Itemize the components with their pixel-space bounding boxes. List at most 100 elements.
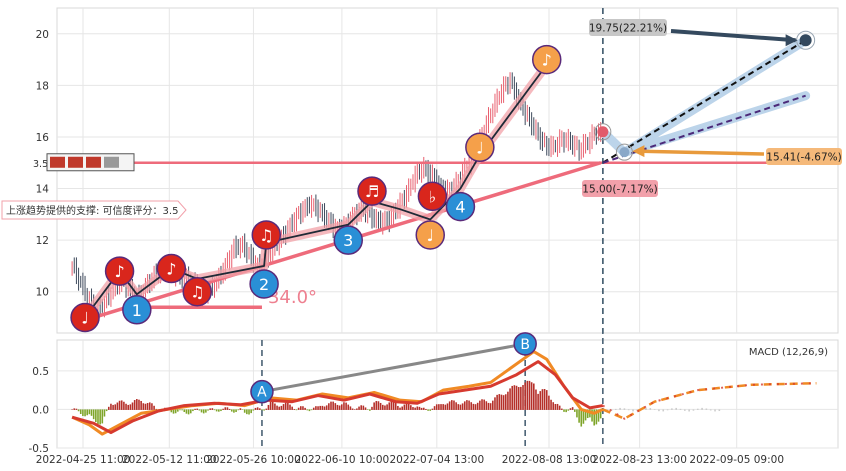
note-marker [156,253,187,284]
macd-bar [517,387,520,410]
macd-bar [593,409,596,426]
macd-bar [276,405,278,410]
macd-bar [444,404,447,410]
macd-bar [558,405,561,410]
macd-bar [317,406,319,410]
macd-bar [198,409,201,411]
macd-bar [474,404,477,410]
macd-bar [586,409,589,419]
macd-bar [420,407,423,410]
macd-bar [487,402,490,410]
macd-bar [599,409,602,419]
macd-bar [271,401,274,410]
x-tick-label: 2022-05-12 11:00 [122,454,217,466]
macd-bar-proj [614,408,617,410]
divergence-label: A [257,385,267,401]
target-up-box [589,19,667,36]
macd-bar [304,407,306,410]
note-glyph: ♬ [365,182,379,201]
macd-bar [246,409,248,415]
macd-bar [507,391,509,410]
macd-bar [561,408,563,410]
macd-bar [500,394,503,410]
macd-bar [140,400,142,410]
macd-bar [448,401,451,410]
note-marker [417,181,448,212]
macd-bar-proj [658,409,660,412]
macd-bar [481,399,483,410]
macd-bar [435,404,438,410]
macd-bar [416,406,419,410]
macd-bar [86,409,89,416]
macd-bar [535,389,537,410]
target-up-label: 19.75(22.21%) [589,23,667,35]
macd-bar [71,409,73,410]
macd-bar [153,405,155,410]
support-tag-label: 上涨趋势提供的支撑: 可信度评分：3.5 [6,204,178,217]
macd-bar-proj [692,409,695,411]
macd-bar [328,403,330,410]
macd-bar [545,390,548,410]
macd-bar [343,402,345,410]
macd-bar [476,402,479,410]
macd-bar [308,409,311,412]
macd-bar [183,409,186,413]
macd-bar [146,403,149,410]
y-tick-label: 20 [36,29,49,41]
target-dot [799,34,812,47]
macd-bar [388,402,391,410]
macd-bar [287,402,289,410]
macd-bar [261,409,263,411]
macd-bar [576,409,578,418]
macd-bar [282,404,285,410]
macd-bar [532,383,535,410]
macd-bar [103,409,106,417]
note-marker [251,220,282,250]
macd-bar [580,409,583,427]
wave-label: 1 [132,301,142,320]
wave-marker [445,191,476,222]
macd-bar [453,400,455,410]
macd-bar [479,400,481,410]
macd-bar [524,382,526,410]
y-tick-label: 0.5 [32,366,49,378]
macd-bar [131,402,134,410]
macd-bar [319,405,322,410]
macd-bar [504,394,507,410]
macd-bar-proj [662,409,665,412]
macd-bar [539,391,542,410]
macd-bar [472,403,475,410]
macd-bar [323,406,326,410]
note-marker [357,176,387,206]
macd-bar [312,407,315,410]
y-tick-label: 10 [36,287,49,299]
macd-bar [466,400,468,410]
macd-bar [498,394,501,410]
divergence-marker [513,332,537,356]
macd-bar [554,403,557,410]
macd-bar [334,403,337,410]
macd-bar [114,404,117,410]
macd-bar [235,409,237,413]
target-down-box [582,180,658,197]
macd-bar-proj [619,407,621,410]
macd-bar [595,409,598,425]
macd-bar [120,400,123,410]
macd-bar [394,403,397,410]
macd-bar [228,408,231,410]
macd-bar [325,405,328,410]
note-glyph: ♭ [429,187,437,206]
macd-bar [397,405,399,410]
macd-bar [457,404,460,410]
macd-bar-proj [718,409,721,412]
macd-bar [136,399,138,410]
macd-bar [299,406,302,410]
macd-bar [496,394,498,410]
target-up-arrow [670,29,796,43]
macd-bar [356,408,358,410]
macd-bar [202,409,205,414]
macd-bar [485,401,488,410]
macd-bar [509,388,511,410]
macd-bar [129,404,132,410]
macd-bar [75,408,78,410]
